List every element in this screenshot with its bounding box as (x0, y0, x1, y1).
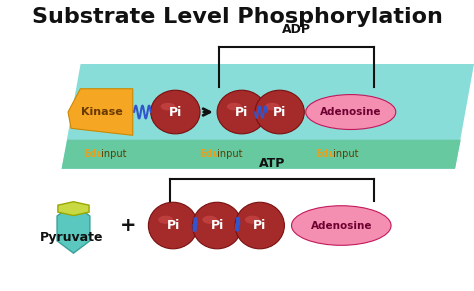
Ellipse shape (255, 90, 304, 134)
Ellipse shape (245, 216, 260, 224)
Ellipse shape (265, 103, 280, 110)
Text: Pi: Pi (210, 219, 224, 232)
Text: ADP: ADP (282, 23, 311, 36)
Ellipse shape (202, 216, 217, 224)
Text: Pi: Pi (235, 106, 248, 118)
Text: Adenosine: Adenosine (320, 107, 382, 117)
Ellipse shape (227, 103, 242, 110)
Text: Pi: Pi (166, 219, 180, 232)
Text: Pi: Pi (253, 219, 266, 232)
Polygon shape (57, 204, 90, 253)
Text: Substrate Level Phosphorylation: Substrate Level Phosphorylation (32, 7, 442, 27)
Ellipse shape (161, 103, 175, 110)
Polygon shape (68, 89, 133, 135)
Text: Edu: Edu (83, 149, 104, 159)
Polygon shape (62, 140, 461, 169)
Text: ATP: ATP (259, 157, 285, 170)
Text: input: input (98, 149, 127, 159)
Text: Edu: Edu (199, 149, 220, 159)
Text: Kinase: Kinase (81, 107, 123, 117)
Text: Edu: Edu (315, 149, 336, 159)
Text: Pyruvate: Pyruvate (40, 231, 104, 244)
Ellipse shape (235, 202, 284, 249)
Text: Pi: Pi (169, 106, 182, 118)
Ellipse shape (192, 202, 242, 249)
Polygon shape (58, 202, 89, 216)
Ellipse shape (158, 216, 173, 224)
Ellipse shape (151, 90, 200, 134)
Ellipse shape (306, 95, 396, 129)
Text: Adenosine: Adenosine (310, 221, 372, 230)
Polygon shape (62, 64, 474, 169)
Text: input: input (330, 149, 359, 159)
Ellipse shape (148, 202, 198, 249)
Text: input: input (214, 149, 243, 159)
Text: +: + (120, 216, 136, 235)
Ellipse shape (292, 206, 391, 245)
Ellipse shape (217, 90, 266, 134)
Text: Pi: Pi (273, 106, 286, 118)
